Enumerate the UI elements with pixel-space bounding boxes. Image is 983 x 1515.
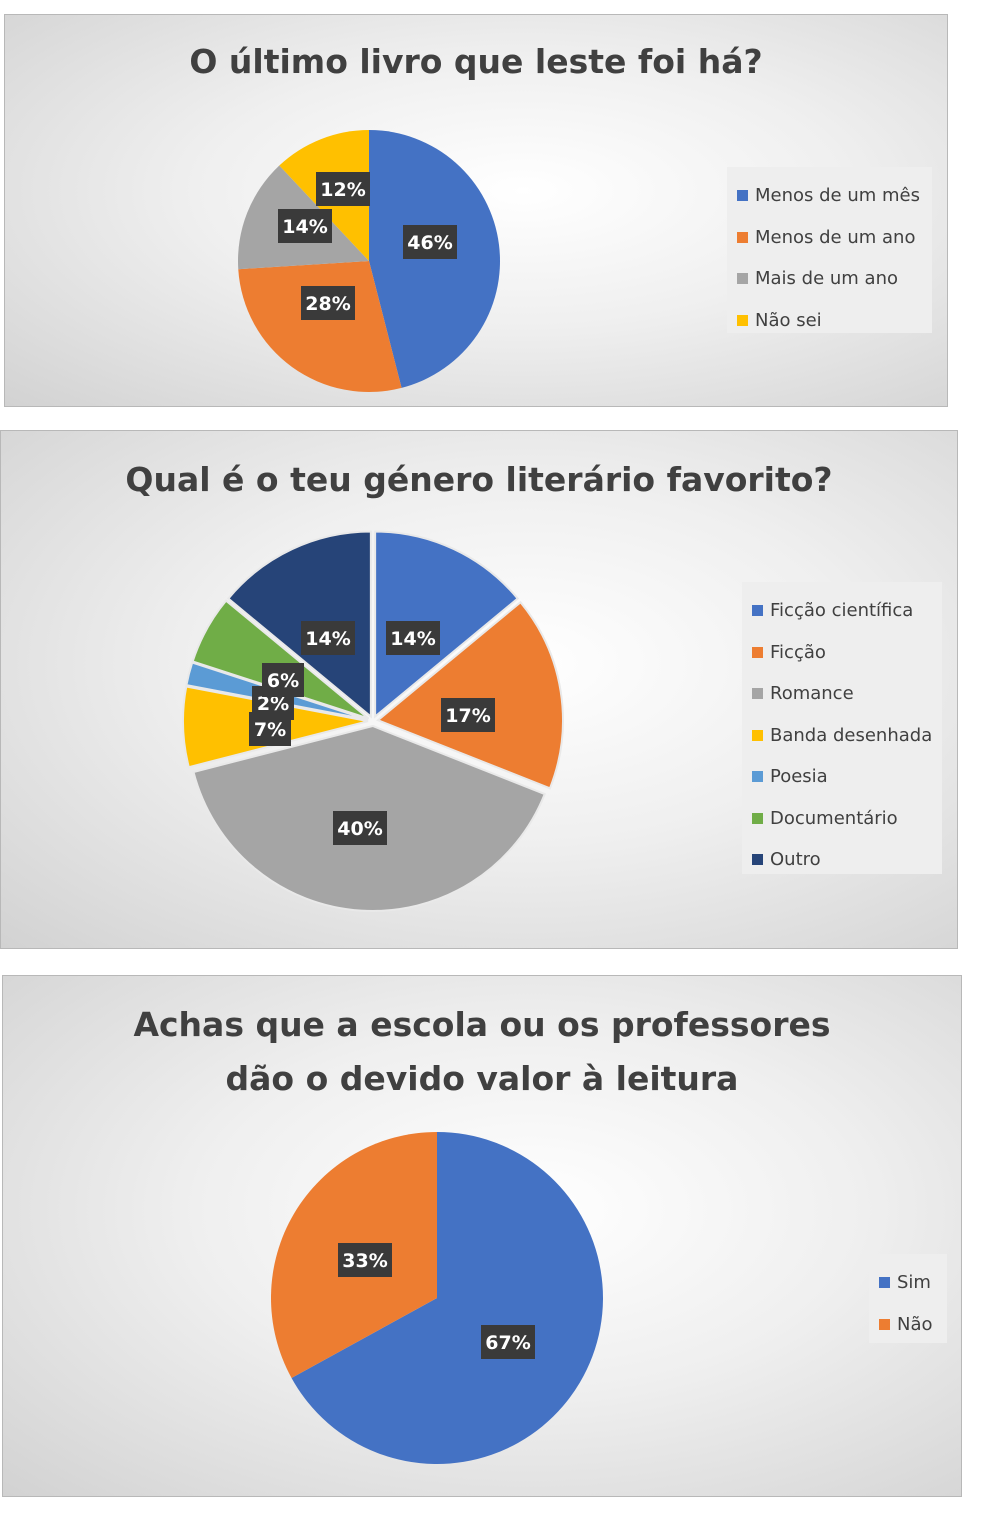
pie-slice-menos-de-um-ano — [238, 261, 402, 393]
data-label-text: 2% — [257, 693, 289, 715]
legend-item-ficcao: Ficção — [752, 632, 932, 674]
pie-slice-sim — [291, 1132, 603, 1464]
legend-item-nao-sei: Não sei — [737, 300, 922, 342]
chart-title-line-2: dão o devido valor à leitura — [225, 1059, 739, 1098]
legend-item-outro: Outro — [752, 839, 932, 881]
data-label-text: 67% — [485, 1332, 530, 1354]
data-label-mais-de-um-ano: 14% — [278, 209, 332, 243]
legend-label: Outro — [770, 849, 821, 871]
legend-swatch — [752, 854, 763, 866]
legend-swatch — [752, 646, 763, 658]
data-label-nao-sei: 12% — [316, 172, 370, 206]
legend-label: Mais de um ano — [755, 268, 898, 290]
legend-swatch — [879, 1318, 890, 1330]
data-label-menos-de-um-ano: 28% — [301, 286, 355, 320]
chart-legend: Ficção científica Ficção Romance Banda dese… — [742, 582, 942, 874]
data-label-box — [301, 286, 355, 320]
data-label-menos-de-um-mes: 46% — [403, 225, 457, 259]
data-label-box — [441, 698, 495, 732]
pie-slice-documentario — [191, 599, 370, 720]
legend-swatch — [752, 605, 763, 617]
data-label-romance: 40% — [333, 811, 387, 845]
data-label-documentario: 6% — [262, 663, 304, 697]
data-label-text: 17% — [445, 705, 490, 727]
legend-item-romance: Romance — [752, 673, 932, 715]
data-label-outro: 14% — [301, 621, 355, 655]
pie-slice-ficcao-cientifica — [374, 530, 520, 719]
legend-swatch — [752, 812, 763, 824]
legend-swatch — [752, 729, 763, 741]
legend-label: Romance — [770, 683, 854, 705]
legend-item-mais-de-um-ano: Mais de um ano — [737, 258, 922, 300]
legend-swatch — [737, 273, 748, 285]
legend-item-ficcao-cientifica: Ficção científica — [752, 590, 932, 632]
chart-title: Qual é o teu género literário favorito? — [125, 460, 833, 499]
data-label-nao: 33% — [338, 1243, 392, 1277]
chart-panel-school-value: Achas que a escola ou os professores dão… — [2, 975, 962, 1497]
legend-label: Sim — [897, 1272, 931, 1294]
data-label-ficcao: 17% — [441, 698, 495, 732]
legend-label: Não sei — [755, 309, 822, 331]
pie-chart-last-book: 46% 28% 14% 12% — [238, 130, 501, 393]
chart-panel-last-book: O último livro que leste foi há? 46% 28% 1… — [4, 14, 948, 407]
data-label-text: 14% — [390, 628, 435, 650]
legend-label: Não — [897, 1313, 933, 1335]
pie-slice-outro — [226, 530, 372, 719]
data-label-ficcao-cientifica: 14% — [386, 621, 440, 655]
data-label-box — [403, 225, 457, 259]
legend-swatch — [879, 1277, 890, 1289]
legend-item-menos-de-um-mes: Menos de um mês — [737, 175, 922, 217]
legend-swatch — [752, 771, 763, 783]
data-label-box — [278, 209, 332, 243]
data-label-text: 33% — [342, 1250, 387, 1272]
legend-label: Ficção — [770, 641, 826, 663]
data-label-box — [481, 1325, 535, 1359]
legend-label: Menos de um ano — [755, 226, 916, 248]
data-label-box — [316, 172, 370, 206]
data-label-text: 14% — [282, 216, 327, 238]
data-label-text: 14% — [305, 628, 350, 650]
data-label-text: 28% — [305, 293, 350, 315]
legend-item-sim: Sim — [879, 1262, 937, 1304]
legend-label: Banda desenhada — [770, 724, 933, 746]
legend-swatch — [737, 231, 748, 243]
legend-swatch — [737, 314, 748, 326]
data-label-box — [301, 621, 355, 655]
legend-item-poesia: Poesia — [752, 756, 932, 798]
legend-swatch — [737, 190, 748, 202]
legend-item-documentario: Documentário — [752, 798, 932, 840]
data-label-sim: 67% — [481, 1325, 535, 1359]
pie-slice-ficcao — [375, 600, 564, 790]
legend-item-menos-de-um-ano: Menos de um ano — [737, 217, 922, 259]
legend-swatch — [752, 688, 763, 700]
data-label-box — [386, 621, 440, 655]
chart-legend: Menos de um mês Menos de um ano Mais de um… — [727, 167, 932, 333]
chart-legend: Sim Não — [869, 1254, 947, 1343]
chart-title-line-1: Achas que a escola ou os professores — [133, 1005, 831, 1044]
data-label-text: 46% — [407, 232, 452, 254]
data-label-text: 7% — [254, 719, 286, 741]
legend-label: Ficção científica — [770, 600, 914, 622]
legend-label: Documentário — [770, 807, 898, 829]
data-label-box — [333, 811, 387, 845]
pie-chart-school-value: 67% 33% — [270, 1132, 603, 1464]
data-label-box — [338, 1243, 392, 1277]
data-label-text: 40% — [337, 818, 382, 840]
legend-label: Poesia — [770, 766, 828, 788]
pie-chart-favorite-genre: 14% 17% 40% 7% 2%6% 14% — [182, 530, 564, 912]
data-label-box — [262, 663, 304, 697]
legend-item-banda-desenhada: Banda desenhada — [752, 715, 932, 757]
legend-label: Menos de um mês — [755, 185, 920, 207]
data-label-text: 12% — [320, 179, 365, 201]
chart-title: O último livro que leste foi há? — [189, 42, 763, 81]
data-label-text: 6% — [267, 670, 299, 692]
chart-panel-favorite-genre: Qual é o teu género literário favorito? … — [0, 430, 958, 949]
legend-item-nao: Não — [879, 1304, 937, 1346]
